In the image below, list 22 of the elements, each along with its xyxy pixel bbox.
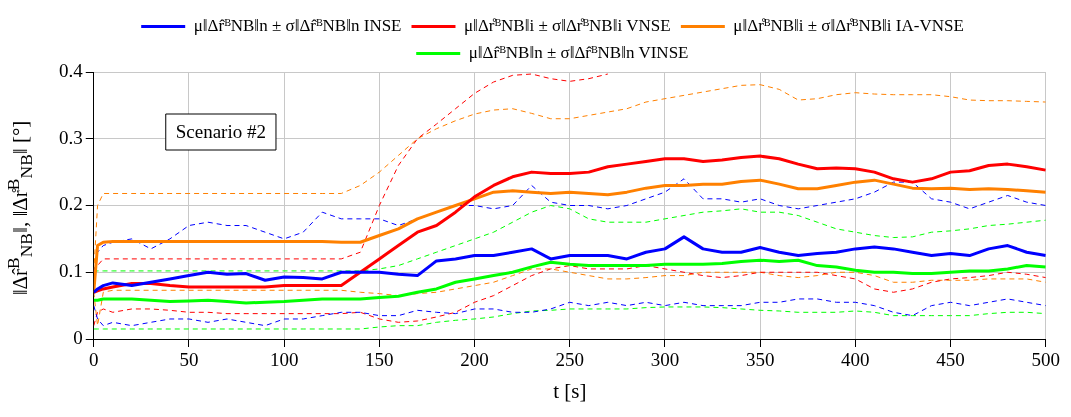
y-tick-label: 0.3 xyxy=(59,126,83,148)
y-tick-label: 0.1 xyxy=(59,260,83,282)
x-tick-label: 200 xyxy=(460,349,489,371)
legend-label: μ‖Δr̊ᴮNB‖i ± σ‖Δr̊ᴮNB‖i IA-VNSE xyxy=(733,15,964,35)
x-tick-label: 350 xyxy=(745,349,775,371)
x-axis-title: t [s] xyxy=(553,378,587,403)
legend-label: μ‖Δr̊ᴮNB‖i ± σ‖Δr̊ᴮNB‖i VNSE xyxy=(463,15,671,35)
legend-label: μ‖Δr̂ᴮNB‖n ± σ‖Δr̂ᴮNB‖n INSE xyxy=(193,15,402,35)
x-tick-label: 300 xyxy=(650,349,680,371)
annotation: Scenario #2 xyxy=(175,120,266,142)
x-tick-label: 0 xyxy=(89,349,99,371)
legend-label: μ‖Δr̂ᴮNB‖n ± σ‖Δr̂ᴮNB‖n VINSE xyxy=(468,42,689,62)
x-tick-label: 250 xyxy=(555,349,584,371)
y-tick-label: 0.4 xyxy=(59,59,84,81)
y-tick-label: 0 xyxy=(73,326,83,348)
y-tick-label: 0.2 xyxy=(59,193,83,215)
x-tick-label: 450 xyxy=(936,349,965,371)
x-tick-label: 100 xyxy=(269,349,299,371)
x-tick-label: 500 xyxy=(1031,349,1060,371)
x-tick-label: 400 xyxy=(841,349,870,371)
x-tick-label: 50 xyxy=(179,349,199,371)
x-tick-label: 150 xyxy=(365,349,394,371)
